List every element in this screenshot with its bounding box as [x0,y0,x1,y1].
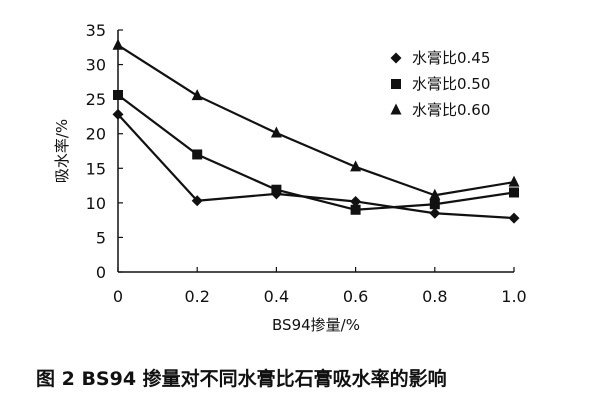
x-axis-title: BS94掺量/% [272,316,360,334]
series-diamond [112,108,520,224]
y-tick-label: 35 [86,21,106,40]
series-square [113,89,519,215]
data-point-triangle [350,160,362,172]
legend-label: 水膏比0.45 [412,49,490,67]
data-point-triangle [270,126,282,138]
data-point-triangle [508,175,520,187]
x-tick-label: 0.4 [264,287,289,306]
data-point-square [271,184,282,195]
data-point-square [350,204,361,215]
series-line-square [117,94,515,211]
legend-item-square: 水膏比0.50 [391,75,490,93]
y-tick-label: 10 [86,194,106,213]
y-tick-label: 20 [86,125,106,144]
legend-marker-triangle [390,103,402,115]
legend: 水膏比0.45 水膏比0.50 水膏比0.60 [390,49,490,119]
y-tick-label: 5 [96,228,106,247]
legend-item-diamond: 水膏比0.45 [390,49,490,67]
x-tick-label: 0.2 [184,287,209,306]
data-point-diamond [350,195,362,207]
data-point-square [113,89,123,100]
legend-item-triangle: 水膏比0.60 [390,101,490,119]
data-point-diamond [429,207,441,219]
y-axis-title: 吸水率/% [53,119,71,183]
data-point-square [192,149,203,160]
series-line-diamond [117,113,515,220]
series-layer [112,38,520,224]
data-point-diamond [508,212,520,224]
x-ticks: 0 0.2 0.4 0.6 0.8 1.0 [113,267,527,306]
series-line-triangle [117,44,515,197]
figure-caption: 图 2 BS94 掺量对不同水膏比石膏吸水率的影响 [36,368,447,390]
data-point-diamond [112,108,124,120]
x-tick-label: 0.6 [343,287,368,306]
data-point-triangle [112,38,124,50]
x-tick-label: 0 [113,287,123,306]
data-point-triangle [429,188,441,200]
data-point-triangle [191,89,203,101]
legend-marker-square [391,79,401,89]
y-tick-label: 15 [86,159,106,178]
y-tick-label: 0 [96,263,106,282]
y-tick-label: 30 [86,56,106,75]
data-point-diamond [191,195,203,207]
y-tick-label: 25 [86,90,106,109]
legend-marker-diamond [390,52,402,64]
legend-label: 水膏比0.50 [412,75,490,93]
x-tick-label: 0.8 [422,287,447,306]
legend-label: 水膏比0.60 [412,101,490,119]
data-point-square [429,199,440,210]
y-ticks: 0 5 10 15 20 25 30 35 [86,21,123,282]
data-point-square [509,187,519,198]
axes [117,30,514,273]
series-triangle [112,38,520,200]
x-tick-label: 1.0 [501,287,526,306]
